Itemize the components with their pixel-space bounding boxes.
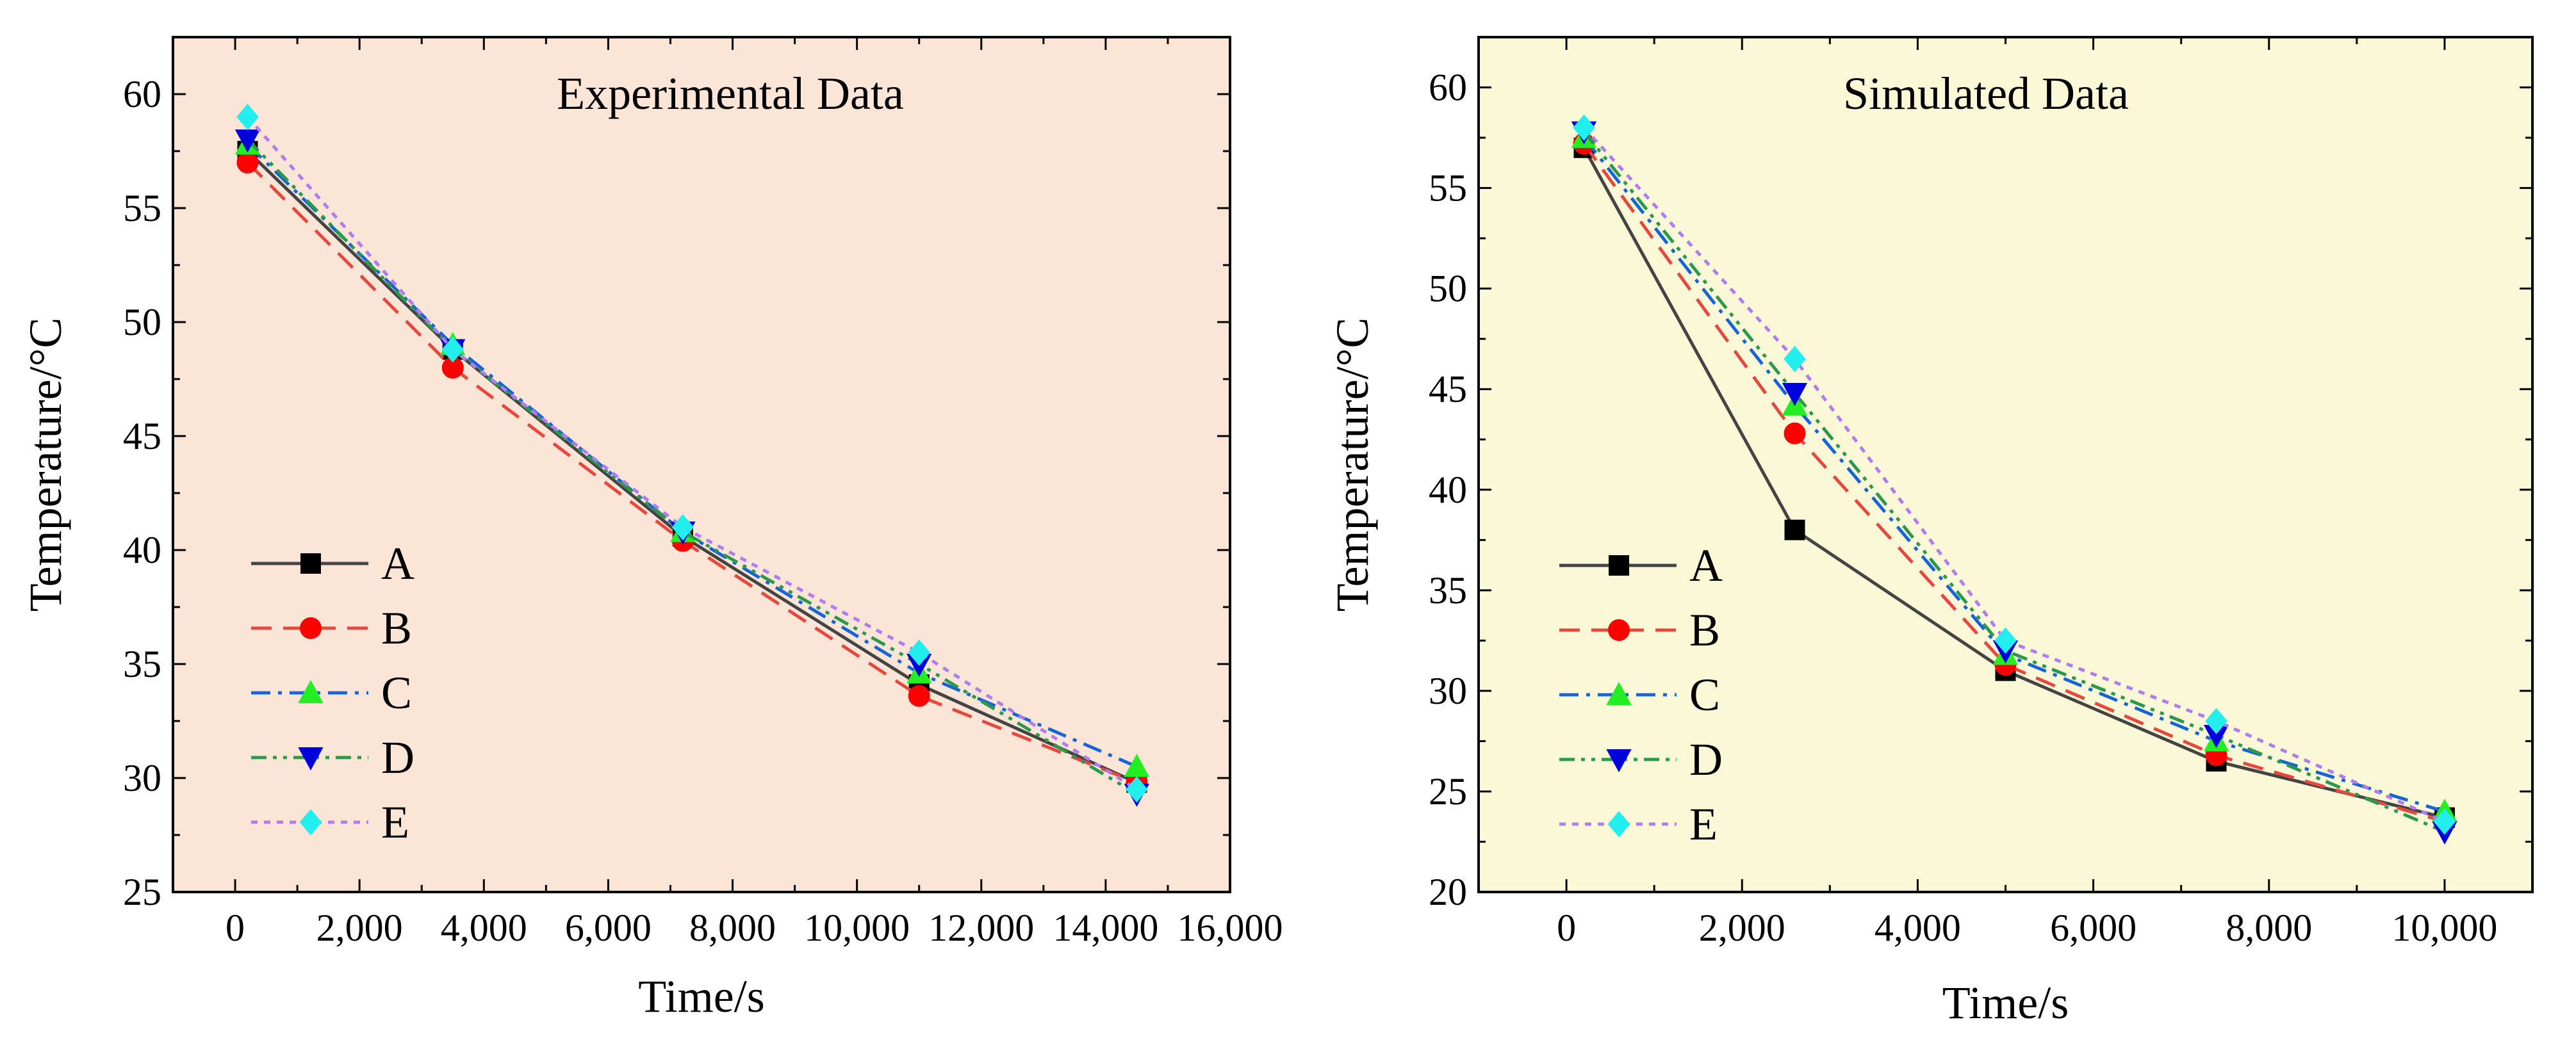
x-tick-label: 8,000: [2226, 907, 2312, 949]
legend-marker-d: [298, 747, 324, 771]
legend-marker-a: [1609, 555, 1629, 576]
plot-frame: [172, 36, 1231, 893]
data-point-e: [236, 104, 259, 131]
data-point-a: [1784, 519, 1805, 540]
y-tick-label: 40: [1429, 469, 1467, 511]
y-axis-label: Temperature/°C: [20, 318, 71, 612]
data-point-e: [1784, 346, 1806, 373]
x-tick-label: 4,000: [1875, 907, 1961, 949]
legend-label: C: [381, 667, 412, 718]
y-axis-label: Temperature/°C: [1327, 318, 1378, 612]
series-line-b: [1582, 143, 2445, 823]
y-tick-label: 60: [1429, 67, 1467, 109]
chart-title: Simulated Data: [1843, 68, 2129, 119]
y-tick-label: 35: [123, 643, 161, 685]
x-tick-label: 0: [226, 907, 245, 949]
x-tick-label: 16,000: [1177, 907, 1283, 949]
x-tick-label: 10,000: [2391, 907, 2497, 949]
legend-label: E: [381, 797, 409, 848]
legend-label: D: [1689, 734, 1723, 785]
legend-marker-b: [1608, 619, 1630, 641]
data-point-d: [234, 129, 261, 153]
x-axis-label: Time/s: [1942, 977, 2069, 1028]
data-point-e: [2205, 708, 2227, 734]
x-axis-label: Time/s: [638, 971, 764, 1022]
y-tick-label: 20: [1429, 871, 1467, 913]
x-tick-label: 8,000: [689, 907, 776, 949]
legend-label: D: [381, 732, 414, 783]
data-point-b: [236, 151, 259, 174]
y-tick-label: 60: [123, 73, 161, 115]
y-tick-label: 25: [1429, 770, 1467, 813]
legend-label: B: [1689, 604, 1720, 656]
x-tick-label: 6,000: [565, 907, 652, 949]
data-point-e: [671, 514, 694, 540]
data-point-e: [908, 639, 931, 666]
data-point-c: [1124, 754, 1150, 777]
x-tick-label: 2,000: [1699, 907, 1785, 949]
legend-label: B: [381, 603, 412, 654]
legend-label: E: [1689, 799, 1718, 850]
x-tick-label: 2,000: [316, 907, 403, 949]
data-point-e: [1573, 114, 1595, 141]
legend-marker-b: [300, 617, 322, 639]
series-line-e: [246, 115, 1138, 791]
plot-area: [1479, 37, 2532, 892]
y-tick-label: 25: [123, 871, 161, 913]
legend-marker-c: [1606, 681, 1632, 705]
y-tick-label: 40: [123, 529, 161, 571]
legend-marker-c: [298, 679, 324, 703]
y-tick-label: 35: [1429, 569, 1467, 612]
x-tick-label: 10,000: [804, 907, 910, 949]
legend-label: A: [381, 538, 414, 589]
y-tick-label: 30: [123, 757, 161, 799]
y-tick-label: 50: [1429, 268, 1467, 310]
data-point-b: [908, 685, 930, 707]
x-tick-label: 4,000: [441, 907, 527, 949]
series-line-d: [246, 138, 1138, 796]
data-point-e: [2433, 808, 2456, 835]
simulated-data-panel: 0 2,000 4,000 6,000 8,000 10,000 20 25 30 35 40 45 5…: [1327, 36, 2534, 1028]
series-line-e: [1582, 126, 2445, 823]
chart-title: Experimental Data: [557, 68, 904, 119]
y-tick-label: 45: [123, 415, 161, 457]
legend-label: C: [1689, 669, 1720, 720]
legend-marker-a: [300, 553, 321, 574]
x-tick-label: 12,000: [928, 907, 1034, 949]
experimental-data-panel: 0 2,000 4,000 6,000 8,000 10,000 12,000 14,000 1…: [20, 36, 1283, 1022]
data-point-e: [1126, 776, 1148, 803]
data-point-b: [1784, 422, 1806, 444]
y-tick-label: 30: [1429, 670, 1467, 712]
legend-label: A: [1689, 540, 1723, 591]
y-tick-label: 45: [1429, 368, 1467, 410]
x-tick-label: 0: [1557, 907, 1576, 949]
y-tick-label: 55: [123, 187, 161, 229]
plot-area: [173, 37, 1230, 892]
data-point-e: [1994, 627, 2017, 654]
data-point-e: [441, 336, 464, 363]
x-tick-label: 14,000: [1053, 907, 1158, 949]
y-tick-label: 55: [1429, 167, 1467, 209]
legend-marker-d: [1606, 749, 1632, 773]
data-point-d: [1782, 382, 1808, 407]
legend-marker-e: [299, 809, 322, 836]
x-tick-label: 6,000: [2050, 907, 2137, 949]
y-tick-label: 50: [123, 301, 161, 343]
plot-frame: [1477, 36, 2534, 893]
legend-marker-e: [1607, 811, 1630, 838]
